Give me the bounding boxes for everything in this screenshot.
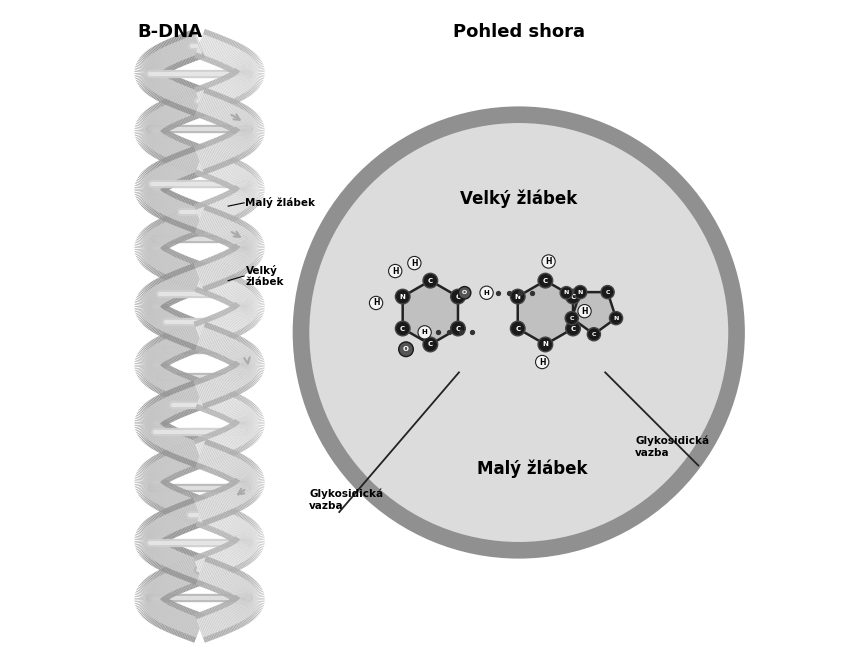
Text: H: H bbox=[546, 257, 552, 266]
Text: H: H bbox=[373, 299, 379, 307]
Polygon shape bbox=[571, 292, 616, 334]
Polygon shape bbox=[402, 281, 458, 344]
Circle shape bbox=[574, 285, 587, 299]
Circle shape bbox=[423, 337, 438, 352]
Text: C: C bbox=[515, 325, 520, 332]
Circle shape bbox=[293, 106, 745, 559]
Circle shape bbox=[538, 337, 553, 352]
Polygon shape bbox=[517, 281, 573, 344]
Text: Glykosidická
vazba: Glykosidická vazba bbox=[635, 436, 710, 458]
Text: C: C bbox=[428, 277, 433, 284]
Circle shape bbox=[458, 287, 471, 299]
Text: C: C bbox=[606, 290, 610, 295]
Text: C: C bbox=[592, 332, 596, 336]
Circle shape bbox=[565, 289, 580, 304]
Circle shape bbox=[389, 265, 402, 278]
Circle shape bbox=[511, 289, 525, 304]
Circle shape bbox=[423, 273, 438, 288]
Text: C: C bbox=[428, 341, 433, 348]
Text: N: N bbox=[613, 316, 619, 321]
Text: N: N bbox=[577, 290, 583, 295]
Text: N: N bbox=[515, 293, 521, 300]
Text: C: C bbox=[571, 293, 576, 300]
Text: N: N bbox=[542, 341, 548, 348]
Circle shape bbox=[578, 305, 591, 318]
Text: O: O bbox=[403, 346, 409, 352]
Text: C: C bbox=[456, 293, 461, 300]
Text: Glykosidická
vazba: Glykosidická vazba bbox=[309, 489, 384, 511]
Text: C: C bbox=[456, 325, 461, 332]
Text: Malý žlábek: Malý žlábek bbox=[477, 460, 588, 478]
Circle shape bbox=[418, 326, 432, 339]
Circle shape bbox=[450, 289, 465, 304]
Text: C: C bbox=[400, 325, 405, 332]
Text: H: H bbox=[392, 267, 398, 275]
Circle shape bbox=[560, 287, 572, 299]
Circle shape bbox=[538, 273, 553, 288]
Circle shape bbox=[450, 321, 465, 336]
Circle shape bbox=[565, 312, 578, 325]
Text: Malý žlábek: Malý žlábek bbox=[245, 198, 316, 208]
Text: H: H bbox=[411, 259, 418, 267]
Text: O: O bbox=[462, 290, 468, 295]
Text: H: H bbox=[582, 307, 588, 316]
Circle shape bbox=[408, 257, 421, 270]
Text: H: H bbox=[539, 358, 546, 366]
Text: N: N bbox=[400, 293, 406, 300]
Circle shape bbox=[396, 321, 410, 336]
Text: H: H bbox=[422, 329, 427, 335]
Circle shape bbox=[542, 255, 555, 268]
Circle shape bbox=[396, 289, 410, 304]
Circle shape bbox=[370, 297, 383, 310]
Text: B-DNA: B-DNA bbox=[137, 23, 202, 41]
Text: Velký
žlábek: Velký žlábek bbox=[245, 265, 284, 287]
Circle shape bbox=[535, 355, 549, 368]
Circle shape bbox=[609, 312, 623, 325]
Circle shape bbox=[399, 342, 414, 356]
Circle shape bbox=[309, 123, 728, 542]
Text: C: C bbox=[571, 325, 576, 332]
Text: Velký žlábek: Velký žlábek bbox=[460, 189, 577, 207]
Text: C: C bbox=[543, 277, 548, 284]
Circle shape bbox=[565, 321, 580, 336]
Circle shape bbox=[511, 321, 525, 336]
Text: N: N bbox=[564, 290, 569, 295]
Circle shape bbox=[588, 328, 601, 341]
Circle shape bbox=[480, 286, 493, 299]
Text: C: C bbox=[570, 316, 574, 321]
Text: H: H bbox=[484, 290, 489, 296]
Circle shape bbox=[601, 285, 614, 299]
Text: Pohled shora: Pohled shora bbox=[453, 23, 585, 41]
